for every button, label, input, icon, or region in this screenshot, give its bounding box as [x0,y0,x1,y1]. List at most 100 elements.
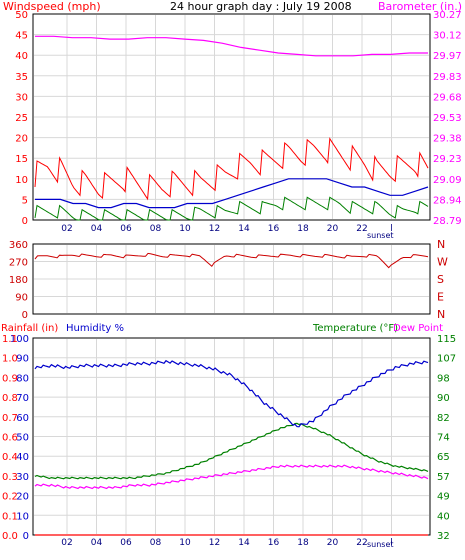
rainfall-tick-label: 0.7 [2,413,18,424]
wind-x-tick-label: 02 [61,224,72,234]
barometer-tick-label: 28.94 [433,195,462,206]
rainfall-tick-label: 0.3 [2,472,18,483]
temp-x-tick-label: 16 [268,538,280,548]
compass-tick-label: E [437,291,444,304]
compass-tick-label: N [437,308,445,321]
windspeed-tick-label: 45 [15,31,28,42]
temp-x-tick-label: 08 [150,538,162,548]
barometer-line [35,35,428,57]
direction-tick-label: 90 [15,293,28,304]
wind-x-tick-label: 04 [91,224,103,234]
wind-sunset-label: sunset [367,231,394,240]
temperature-tick-label: 49 [437,492,450,503]
temp-sunset-label: sunset [367,540,394,549]
temp-x-tick-label: 12 [209,538,220,548]
temp-x-tick-label: l [390,538,393,548]
rainfall-tick-label: 0.1 [2,511,18,522]
barometer-tick-label: 28.79 [433,216,462,227]
windspeed-tick-label: 40 [15,51,28,62]
rainfall-tick-label: 0.4 [2,452,18,463]
windspeed-tick-label: 25 [15,113,28,124]
dew-point-axis-label: Dew Point [393,323,443,334]
direction-tick-label: 0 [22,310,28,321]
barometer-tick-label: 30.12 [433,31,462,42]
rainfall-tick-label: 0.8 [2,393,18,404]
windspeed-tick-label: 50 [15,10,28,21]
temp-x-tick-label: 20 [327,538,339,548]
rainfall-tick-label: 0.0 [2,531,18,542]
temp-x-tick-label: 18 [297,538,309,548]
humidity-tick-label: 40 [16,452,29,463]
barometer-tick-label: 30.27 [433,10,462,21]
humidity-tick-label: 10 [16,511,29,522]
wind-direction-line [34,252,429,269]
rainfall-axis-label: Rainfall (in) [1,323,58,334]
windspeed-tick-label: 35 [15,72,28,83]
direction-tick-label: 360 [9,240,28,251]
temperature-tick-label: 74 [437,433,450,444]
temp-x-tick-label: 14 [238,538,250,548]
humidity-tick-label: 90 [16,354,29,365]
barometer-tick-label: 29.68 [433,92,462,103]
humidity-tick-label: 100 [10,334,29,345]
temperature-tick-label: 90 [437,393,450,404]
temperature-tick-label: 107 [437,354,456,365]
wind-x-tick-label: 10 [179,224,191,234]
barometer-tick-label: 29.23 [433,154,462,165]
barometer-axis-label: Barometer (in.) [378,0,462,13]
wind-x-tick-label: 20 [327,224,339,234]
humidity-tick-label: 70 [16,393,29,404]
barometer-tick-label: 29.97 [433,51,462,62]
wind-x-tick-label: 14 [238,224,250,234]
tick-label-layer: 0 5 10 15 20 25 30 35 40 45 50 28.79 28.94 29.09 29.23… [2,10,462,548]
wind-low-line [34,196,429,221]
dew-point-line [34,464,429,490]
temperature-tick-label: 115 [437,334,456,345]
humidity-line [34,359,429,428]
rainfall-tick-label: 1.1 [2,334,18,345]
grid-layer [34,15,429,534]
rainfall-tick-label: 0.6 [2,433,18,444]
compass-tick-label: W [437,256,448,269]
windspeed-tick-label: 5 [22,195,28,206]
wind-x-tick-label: 12 [209,224,220,234]
wind-x-tick-label: 22 [356,224,367,234]
temp-x-tick-label: 06 [120,538,132,548]
wind-x-tick-label: l [390,224,393,234]
wind-x-tick-label: 16 [268,224,280,234]
windspeed-tick-label: 30 [15,92,28,103]
rainfall-tick-label: 1.0 [2,354,18,365]
barometer-tick-label: 29.83 [433,72,462,83]
series-layer [34,35,429,536]
temp-x-tick-label: 04 [91,538,103,548]
humidity-tick-label: 50 [16,433,29,444]
wind-gust-line [34,137,429,201]
temperature-tick-label: 57 [437,472,450,483]
compass-tick-label: S [437,273,444,286]
windspeed-tick-label: 15 [15,154,28,165]
chart-title: 24 hour graph day : July 19 2008 [170,0,352,13]
direction-tick-label: 180 [9,275,28,286]
wind-average-line [35,178,429,209]
rainfall-tick-label: 0.9 [2,373,18,384]
direction-tick-label: 270 [9,258,28,269]
wind-x-tick-label: 08 [150,224,162,234]
humidity-tick-label: 0 [23,531,29,542]
humidity-tick-label: 60 [16,413,29,424]
temperature-tick-label: 32 [437,531,450,542]
compass-tick-label: N [437,238,445,251]
humidity-axis-label: Humidity % [66,323,124,334]
barometer-tick-label: 29.38 [433,134,462,145]
wind-x-tick-label: 06 [120,224,132,234]
humidity-tick-label: 30 [16,472,29,483]
temperature-axis-label: Temperature (°F) [312,323,398,334]
barometer-tick-label: 29.53 [433,113,462,124]
windspeed-tick-label: 10 [15,175,28,186]
humidity-tick-label: 20 [16,492,29,503]
temperature-tick-label: 65 [437,452,450,463]
temperature-tick-label: 98 [437,373,450,384]
temp-x-tick-label: 10 [179,538,191,548]
rainfall-tick-label: 0.2 [2,492,18,503]
